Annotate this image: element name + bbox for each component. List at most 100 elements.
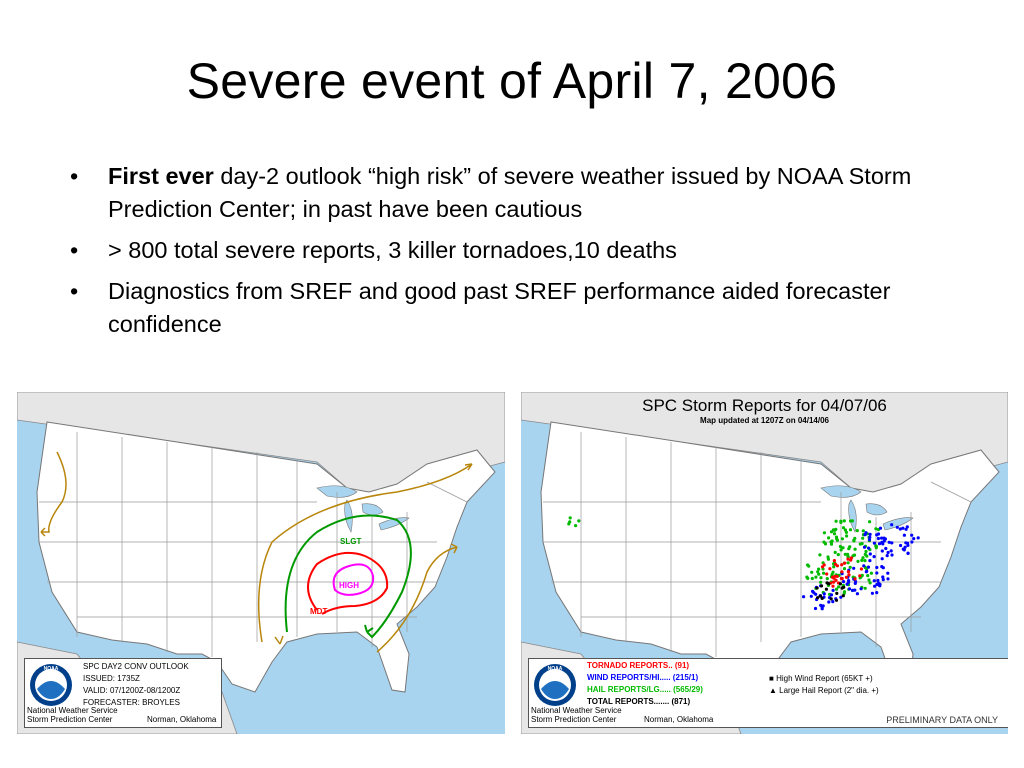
storm-report-dot [876,532,881,536]
high-wind-legend-text: High Wind Report (65KT +) [776,674,873,683]
storm-report-dot [904,527,908,531]
outlook-legend-line: ISSUED: 1735Z [83,674,140,683]
wind-report-count: WIND REPORTS/HI..... (215/1) [587,673,699,682]
storm-report-dot [868,552,872,556]
storm-report-dot [844,530,848,534]
storm-report-dot [809,594,813,598]
storm-report-dot [810,576,814,581]
storm-report-dot [820,565,825,569]
storm-report-dot [849,558,853,562]
storm-report-dot [829,530,834,534]
storm-report-dot [916,536,920,540]
storm-report-dot [862,564,866,568]
storm-report-dot [826,557,830,561]
storm-report-dot [840,563,844,567]
storm-report-dot [837,585,841,589]
storm-report-dot [835,537,839,541]
storm-report-dot [842,519,846,523]
noaa-logo-text: NOAA [548,666,563,672]
storm-report-dot [876,578,880,583]
storm-report-dot [910,540,914,544]
storm-report-dot [862,545,867,549]
storm-report-dot [846,561,850,565]
storm-report-dot [890,523,894,527]
storm-report-dot [846,557,850,561]
storm-report-dot [839,548,843,552]
storm-report-dot [856,559,860,563]
storm-report-dot [881,566,885,570]
storm-report-dot [880,536,884,540]
storm-report-dot [873,584,877,588]
storm-report-dot [819,576,823,580]
noaa-logo-text: NOAA [44,666,59,672]
storm-report-dot [843,561,847,565]
storm-report-dot [901,526,905,530]
storm-report-dot [860,558,864,562]
storm-report-dot [845,582,849,586]
storm-report-dot [835,591,839,595]
storm-report-dot [855,592,859,596]
moderate-risk-label: MDT [310,607,327,616]
storm-report-dot [841,594,845,598]
storm-report-dot [574,524,578,528]
large-hail-legend-text: Large Hail Report (2" dia. +) [779,686,879,695]
slight-risk-label: SLGT [340,537,361,546]
storm-report-dot [802,595,806,599]
storm-report-dot [842,585,846,589]
storm-report-dot [880,549,884,553]
storm-report-dot [834,598,839,602]
storm-report-dot [840,570,844,574]
storm-report-dot [881,575,885,579]
storm-report-dot [819,580,823,584]
storm-report-dot [846,570,850,574]
bullet-text: Diagnostics from SREF and good past SREF… [108,278,891,337]
storm-report-dot [868,520,872,524]
slide-title: Severe event of April 7, 2006 [186,53,838,109]
reports-legend: NOAA TORNADO REPORTS.. (91) WIND REPORTS… [528,658,1008,728]
outlook-map: SLGT MDT HIGH NOAA SPC DAY2 CONV OUTLOOK… [17,392,505,734]
outlook-legend-line: FORECASTER: BROYLES [83,698,180,707]
storm-report-dot [833,550,837,554]
storm-report-dot [852,566,856,570]
storm-report-dot [878,526,883,530]
storm-report-dot [835,564,839,568]
storm-report-dot [887,540,891,544]
outlook-legend: NOAA SPC DAY2 CONV OUTLOOK ISSUED: 1735Z… [24,658,222,728]
storm-report-dot [881,578,885,582]
storm-report-dot [859,587,863,591]
storm-report-dot [848,528,853,532]
org-name: National Weather Service [531,706,622,715]
storm-report-dot [829,593,834,597]
storm-report-dot [810,570,814,574]
storm-report-dot [910,533,914,537]
storm-report-dot [819,603,823,607]
storm-report-dot [825,577,829,581]
storm-report-dot [861,529,865,533]
storm-report-dot [878,582,882,586]
storm-report-dot [832,576,836,580]
storm-report-dot [827,600,831,604]
storm-report-dot [868,581,872,585]
storm-report-dot [886,550,890,555]
preliminary-data-label: PRELIMINARY DATA ONLY [886,715,998,725]
storm-report-dot [858,542,862,546]
storm-report-dot [853,547,857,551]
storm-report-dot [817,572,821,576]
storm-report-dot [827,582,831,586]
bullet-bold-text: First ever [108,163,214,189]
storm-report-dot [861,536,865,540]
storm-report-dot [832,580,836,584]
storm-report-dot [849,519,853,523]
storm-report-dot [853,577,857,581]
reports-subtitle: Map updated at 1207Z on 04/14/06 [700,416,829,425]
storm-report-dot [832,559,836,563]
storm-report-dot [872,541,876,545]
storm-report-dot [858,574,862,578]
storm-report-dot [830,572,834,577]
storm-report-dot [875,591,879,595]
storm-report-dot [825,572,829,576]
storm-report-dot [839,576,843,581]
high-wind-legend: ■ High Wind Report (65KT +) [769,674,873,683]
storm-report-dot [880,540,884,544]
storm-report-dots [567,516,920,611]
